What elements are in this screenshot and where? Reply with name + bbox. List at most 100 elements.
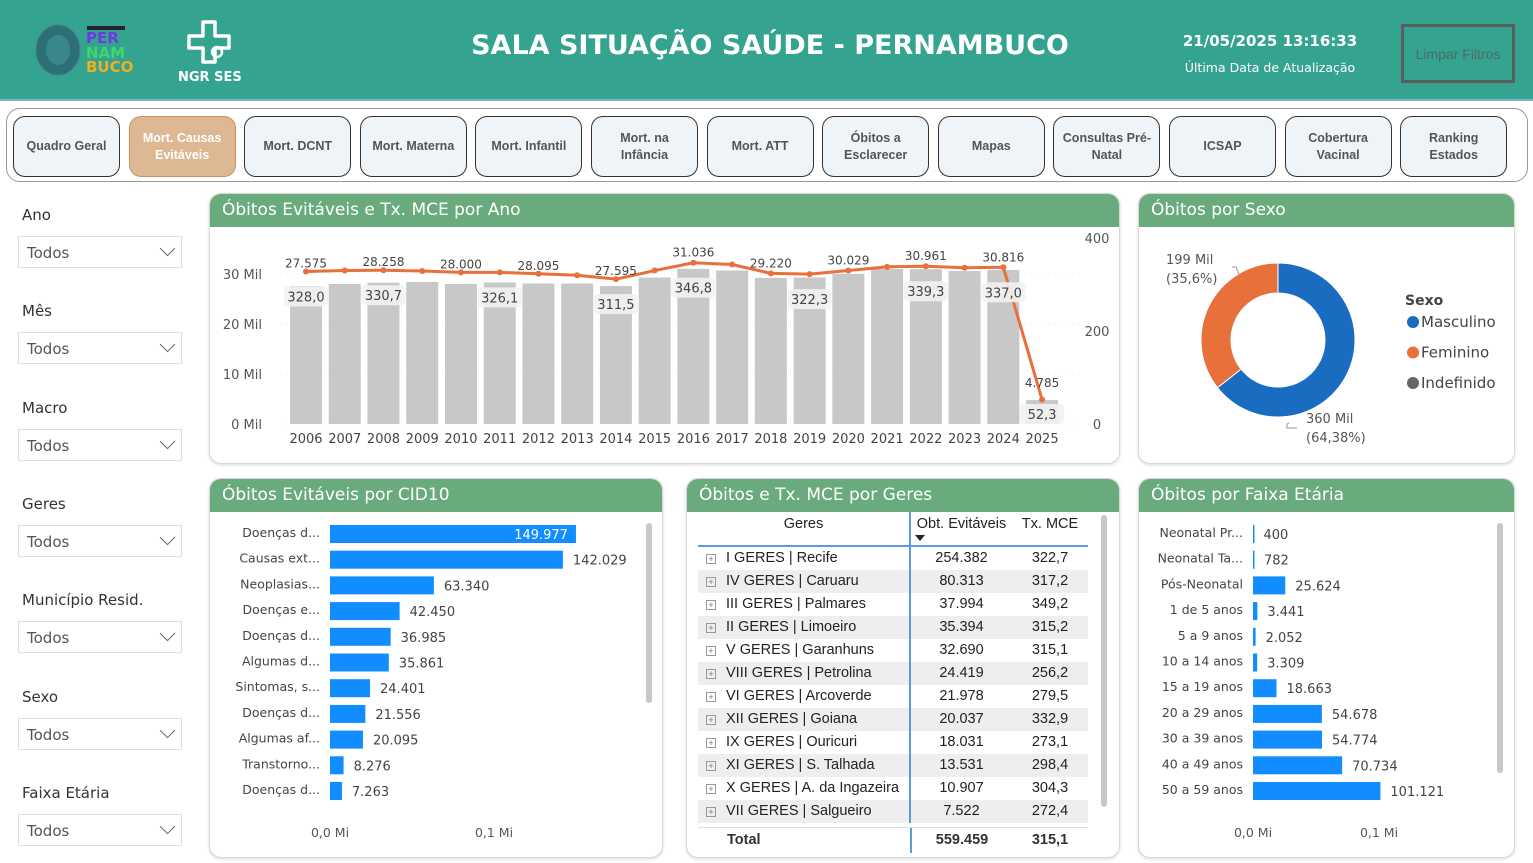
bar[interactable] — [1253, 756, 1343, 775]
expand-icon[interactable]: + — [706, 623, 716, 633]
line-point[interactable] — [496, 269, 503, 276]
legend-item-masculino[interactable]: Masculino — [1421, 313, 1496, 331]
bar-2006[interactable] — [290, 286, 322, 424]
line-point[interactable] — [419, 268, 426, 275]
bar[interactable] — [330, 576, 434, 595]
line-point[interactable] — [380, 267, 387, 274]
bar[interactable] — [330, 627, 391, 646]
expand-icon[interactable]: + — [706, 807, 716, 817]
expand-icon[interactable]: + — [706, 784, 716, 794]
chart-obitos-sexo[interactable]: 199 Mil (35,6%) 360 Mil (64,38%) Sexo Masculi… — [1139, 227, 1515, 464]
table-row[interactable]: + II GERES | Limoeiro 35.394 315,2 — [698, 616, 1088, 639]
bar-2015[interactable] — [638, 277, 671, 425]
slice-feminino[interactable] — [1200, 262, 1279, 389]
table-row[interactable]: + VII GERES | Salgueiro 7.522 272,4 — [698, 800, 1088, 823]
expand-icon[interactable]: + — [706, 577, 716, 587]
table-row[interactable]: + I GERES | Recife 254.382 322,7 — [698, 546, 1088, 570]
table-row[interactable]: + VIII GERES | Petrolina 24.419 256,2 — [698, 662, 1088, 685]
scrollbar[interactable] — [1101, 515, 1107, 807]
table-row[interactable]: + XII GERES | Goiana 20.037 332,9 — [698, 708, 1088, 731]
bar-2018[interactable] — [754, 277, 787, 424]
filter-dropdown-5[interactable]: Todos — [18, 717, 182, 750]
filter-dropdown-6[interactable]: Todos — [18, 813, 182, 846]
bar[interactable] — [330, 653, 389, 672]
filter-dropdown-3[interactable]: Todos — [18, 524, 182, 557]
line-point[interactable] — [303, 268, 309, 275]
bar[interactable] — [1253, 730, 1323, 749]
bar[interactable] — [1253, 576, 1286, 595]
column-header[interactable]: Geres — [783, 516, 824, 532]
bar[interactable] — [330, 782, 342, 800]
filter-dropdown-2[interactable]: Todos — [18, 428, 182, 461]
bar[interactable] — [330, 704, 366, 723]
legend-item-indefinido[interactable]: Indefinido — [1421, 374, 1496, 392]
filter-dropdown-1[interactable]: Todos — [18, 332, 182, 365]
line-point[interactable] — [1039, 396, 1046, 403]
bar[interactable] — [1253, 653, 1258, 672]
bar-2021[interactable] — [871, 269, 904, 424]
expand-icon[interactable]: + — [706, 715, 716, 725]
bar[interactable] — [330, 756, 344, 775]
tab-ranking-estados[interactable]: Ranking Estados — [1400, 116, 1508, 177]
line-point[interactable] — [612, 276, 619, 283]
tab-mort-dcnt[interactable]: Mort. DCNT — [244, 116, 352, 177]
bar[interactable] — [1253, 679, 1277, 698]
expand-icon[interactable]: + — [706, 646, 716, 656]
bar-2007[interactable] — [328, 284, 361, 424]
line-point[interactable] — [1000, 264, 1007, 271]
table-row[interactable]: + X GERES | A. da Ingazeira 10.907 304,3 — [698, 777, 1088, 800]
legend-item-feminino[interactable]: Feminino — [1421, 344, 1489, 362]
slice-masculino[interactable] — [1216, 262, 1356, 418]
bar-2010[interactable] — [444, 284, 477, 424]
line-point[interactable] — [845, 267, 852, 274]
tab-consultas-pr-natal[interactable]: Consultas Pré-Natal — [1053, 116, 1161, 177]
bar[interactable] — [330, 550, 563, 569]
line-point[interactable] — [922, 263, 929, 270]
bar[interactable] — [330, 602, 400, 621]
tab--bitos-a-esclarecer[interactable]: Óbitos a Esclarecer — [822, 116, 930, 177]
bar[interactable] — [1253, 525, 1255, 543]
clear-filters-button[interactable]: Limpar Filtros — [1401, 24, 1515, 83]
tab-mapas[interactable]: Mapas — [937, 116, 1045, 177]
bar-2017[interactable] — [716, 270, 749, 425]
bar[interactable] — [330, 525, 576, 543]
line-point[interactable] — [767, 270, 774, 277]
table-row[interactable]: + VI GERES | Arcoverde 21.978 279,5 — [698, 685, 1088, 708]
bar[interactable] — [1253, 602, 1258, 621]
expand-icon[interactable]: + — [706, 600, 716, 610]
expand-icon[interactable]: + — [706, 692, 716, 702]
filter-dropdown-4[interactable]: Todos — [18, 621, 182, 654]
line-point[interactable] — [457, 269, 464, 276]
line-point[interactable] — [729, 261, 736, 268]
bar-2013[interactable] — [561, 283, 594, 425]
tab-quadro-geral[interactable]: Quadro Geral — [13, 116, 120, 177]
tab-mort-materna[interactable]: Mort. Materna — [359, 116, 467, 177]
line-point[interactable] — [884, 263, 891, 270]
tab-mort-na-inf-ncia[interactable]: Mort. na Infância — [591, 116, 698, 177]
line-point[interactable] — [806, 271, 813, 278]
tab-cobertura-vacinal[interactable]: Cobertura Vacinal — [1284, 116, 1392, 177]
line-point[interactable] — [535, 270, 542, 277]
scrollbar[interactable] — [1497, 523, 1503, 773]
line-point[interactable] — [341, 267, 348, 274]
bar[interactable] — [1253, 550, 1255, 569]
expand-icon[interactable]: + — [706, 554, 716, 564]
table-row[interactable]: + IV GERES | Caruaru 80.313 317,2 — [698, 570, 1088, 593]
chart-obitos-faixa[interactable]: Neonatal Pr... 400 Neonatal Ta... 782 Pós-Ne… — [1139, 512, 1515, 858]
chart-obitos-ano[interactable]: 0 Mil 10 Mil 20 Mil 30 Mil 0 200 400 2006 2007 20… — [210, 227, 1120, 464]
bar[interactable] — [1253, 782, 1381, 800]
bar[interactable] — [1253, 627, 1256, 646]
expand-icon[interactable]: + — [706, 761, 716, 771]
table-row[interactable]: + III GERES | Palmares 37.994 349,2 — [698, 593, 1088, 616]
column-header[interactable]: Tx. MCE — [1021, 516, 1079, 532]
table-row[interactable]: + XI GERES | S. Talhada 13.531 298,4 — [698, 754, 1088, 777]
tab-mort-infantil[interactable]: Mort. Infantil — [475, 116, 583, 177]
scrollbar[interactable] — [646, 523, 652, 703]
line-point[interactable] — [651, 267, 658, 274]
tab-mort-att[interactable]: Mort. ATT — [706, 116, 814, 177]
bar-2009[interactable] — [406, 282, 439, 424]
table-row[interactable]: + IX GERES | Ouricuri 18.031 273,1 — [698, 731, 1088, 754]
tab-mort-causas-evit-veis[interactable]: Mort. Causas Evitáveis — [128, 116, 236, 177]
line-point[interactable] — [574, 272, 581, 279]
bar[interactable] — [330, 679, 371, 698]
